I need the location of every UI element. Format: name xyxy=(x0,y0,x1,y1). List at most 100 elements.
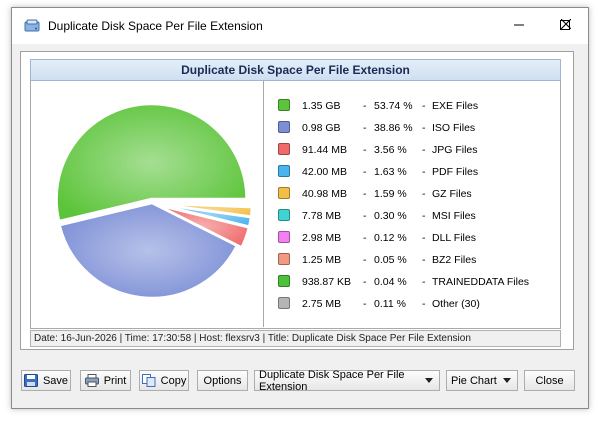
legend-percent: 3.56 % xyxy=(374,144,407,156)
legend-size: 42.00 MB xyxy=(302,166,347,178)
pie-slice-highlight xyxy=(59,203,237,298)
chart-title: Duplicate Disk Space Per File Extension xyxy=(30,59,561,81)
maximize-button[interactable] xyxy=(542,8,588,42)
print-label: Print xyxy=(103,374,127,387)
legend-item: 1.25 MB -0.05 % - BZ2 Files xyxy=(264,250,561,270)
legend-percent: 0.12 % xyxy=(374,232,407,244)
pie-chart-container xyxy=(31,81,263,327)
legend-swatch xyxy=(278,297,290,309)
legend-item: 7.78 MB -0.30 % - MSI Files xyxy=(264,206,561,226)
legend-separator: - xyxy=(422,298,426,310)
legend-swatch xyxy=(278,209,290,221)
legend-separator: - xyxy=(422,276,426,288)
chevron-down-icon xyxy=(503,378,511,383)
legend-separator: - xyxy=(422,210,426,222)
legend-separator: - xyxy=(422,232,426,244)
pie-slice-highlight xyxy=(156,203,251,227)
legend-item: 91.44 MB -3.56 % - JPG Files xyxy=(264,140,561,160)
legend-separator: - xyxy=(363,100,367,112)
legend-percent: 1.63 % xyxy=(374,166,407,178)
save-icon xyxy=(23,374,38,387)
legend-size: 938.87 KB xyxy=(302,276,352,288)
options-label: Options xyxy=(203,374,242,387)
close-label: Close xyxy=(535,374,564,387)
legend-percent: 0.30 % xyxy=(374,210,407,222)
legend-name: ISO Files xyxy=(432,122,476,134)
chart-type-value: Pie Chart xyxy=(451,374,497,387)
legend-size: 7.78 MB xyxy=(302,210,342,222)
legend-name: EXE Files xyxy=(432,100,479,112)
close-window-button[interactable] xyxy=(543,7,589,41)
report-type-dropdown[interactable]: Duplicate Disk Space Per File Extension xyxy=(254,368,440,393)
legend-separator: - xyxy=(422,122,426,134)
legend-swatch xyxy=(278,275,290,287)
legend-separator: - xyxy=(363,232,367,244)
legend-name: JPG Files xyxy=(432,144,478,156)
legend-name: BZ2 Files xyxy=(432,254,477,266)
save-button[interactable]: Save xyxy=(21,370,71,391)
report-panel: Duplicate Disk Space Per File Extension … xyxy=(20,51,574,350)
legend-percent: 1.59 % xyxy=(374,188,407,200)
chart-type-dropdown[interactable]: Pie Chart xyxy=(446,370,518,391)
legend-separator: - xyxy=(363,210,367,222)
close-button[interactable]: Close xyxy=(524,370,575,391)
maximize-icon xyxy=(560,20,570,30)
chart-legend: 1.35 GB -53.74 % - EXE Files 0.98 GB -38.86 %… xyxy=(264,81,561,327)
legend-separator: - xyxy=(363,276,367,288)
legend-name: GZ Files xyxy=(432,188,472,200)
legend-separator: - xyxy=(363,144,367,156)
legend-item: 40.98 MB -1.59 % - GZ Files xyxy=(264,184,561,204)
minimize-button[interactable] xyxy=(496,8,542,42)
legend-size: 1.25 MB xyxy=(302,254,342,266)
legend-size: 1.35 GB xyxy=(302,100,341,112)
close-icon xyxy=(561,19,571,29)
legend-item: 0.98 GB -38.86 % - ISO Files xyxy=(264,118,561,138)
legend-size: 0.98 GB xyxy=(302,122,341,134)
legend-size: 91.44 MB xyxy=(302,144,347,156)
pie-chart xyxy=(55,102,254,300)
legend-percent: 0.11 % xyxy=(374,298,406,310)
pie-slice-highlight xyxy=(56,104,247,222)
legend-name: MSI Files xyxy=(432,210,476,222)
legend-separator: - xyxy=(422,166,426,178)
copy-label: Copy xyxy=(160,374,187,387)
legend-size: 40.98 MB xyxy=(302,188,347,200)
legend-item: 2.75 MB -0.11 % - Other (30) xyxy=(264,294,561,314)
window-title: Duplicate Disk Space Per File Extension xyxy=(48,19,263,33)
legend-percent: 0.04 % xyxy=(374,276,407,288)
legend-swatch xyxy=(278,165,290,177)
legend-separator: - xyxy=(422,144,426,156)
legend-separator: - xyxy=(422,188,426,200)
legend-separator: - xyxy=(363,254,367,266)
legend-percent: 38.86 % xyxy=(374,122,413,134)
chart-area: 1.35 GB -53.74 % - EXE Files 0.98 GB -38.86 %… xyxy=(30,81,561,329)
legend-name: Other (30) xyxy=(432,298,480,310)
copy-button[interactable]: Copy xyxy=(139,370,189,391)
chevron-down-icon xyxy=(425,378,433,383)
report-type-value: Duplicate Disk Space Per File Extension xyxy=(259,368,405,393)
legend-swatch xyxy=(278,99,290,111)
legend-separator: - xyxy=(422,254,426,266)
legend-percent: 0.05 % xyxy=(374,254,407,266)
copy-icon xyxy=(141,374,156,387)
legend-size: 2.98 MB xyxy=(302,232,342,244)
minimize-icon xyxy=(514,24,524,26)
legend-name: DLL Files xyxy=(432,232,476,244)
legend-item: 1.35 GB -53.74 % - EXE Files xyxy=(264,96,561,116)
options-button[interactable]: Options xyxy=(197,370,248,391)
printer-icon xyxy=(84,374,99,387)
legend-name: TRAINEDDATA Files xyxy=(432,276,530,288)
legend-swatch xyxy=(278,253,290,265)
title-bar: Duplicate Disk Space Per File Extension xyxy=(12,8,588,44)
legend-separator: - xyxy=(363,188,367,200)
legend-separator: - xyxy=(422,100,426,112)
legend-item: 2.98 MB -0.12 % - DLL Files xyxy=(264,228,561,248)
legend-item: 938.87 KB -0.04 % - TRAINEDDATA Files xyxy=(264,272,561,292)
disk-app-icon xyxy=(24,19,40,32)
pie-slice-highlight xyxy=(156,203,252,204)
legend-separator: - xyxy=(363,122,367,134)
legend-percent: 53.74 % xyxy=(374,100,413,112)
save-label: Save xyxy=(42,374,69,387)
print-button[interactable]: Print xyxy=(80,370,131,391)
pie-slice-highlight xyxy=(156,204,249,248)
